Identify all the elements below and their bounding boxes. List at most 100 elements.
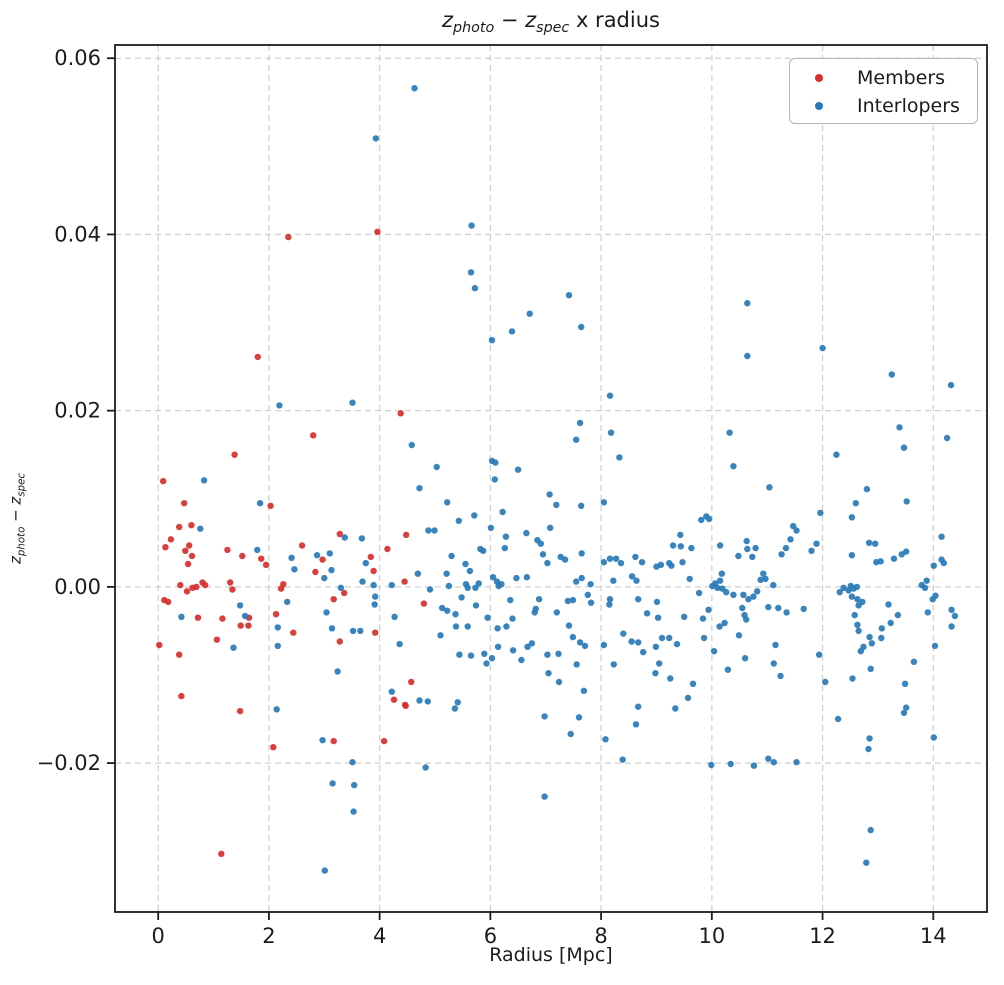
- data-point: [374, 228, 381, 235]
- data-point: [745, 596, 752, 603]
- data-point: [424, 698, 431, 705]
- y-tick-label: 0.04: [54, 222, 101, 246]
- data-point: [573, 436, 580, 443]
- data-point: [468, 222, 475, 229]
- data-point: [326, 550, 333, 557]
- data-point: [868, 640, 875, 647]
- data-point: [578, 502, 585, 509]
- data-point: [900, 444, 908, 451]
- data-point: [643, 610, 651, 617]
- data-point: [587, 599, 595, 606]
- data-point: [610, 661, 617, 668]
- data-point: [350, 808, 357, 815]
- data-point: [337, 584, 345, 591]
- data-point: [700, 634, 708, 642]
- data-point: [403, 531, 410, 539]
- data-point: [878, 634, 885, 642]
- data-point: [766, 484, 773, 491]
- data-point: [754, 588, 761, 595]
- data-point: [219, 615, 226, 622]
- data-point: [938, 533, 945, 540]
- data-point: [290, 629, 297, 636]
- data-point: [730, 591, 737, 598]
- data-point: [890, 555, 898, 562]
- data-point: [793, 527, 800, 534]
- data-point: [437, 632, 444, 639]
- data-point: [408, 678, 415, 686]
- data-point: [165, 598, 172, 606]
- data-point: [176, 651, 183, 658]
- data-point: [931, 642, 939, 650]
- data-point: [507, 596, 514, 604]
- data-point: [471, 512, 478, 519]
- data-point: [834, 715, 842, 723]
- data-point: [494, 643, 502, 650]
- data-point: [188, 522, 195, 529]
- data-point: [716, 542, 724, 549]
- data-point: [445, 582, 453, 590]
- data-point: [464, 623, 471, 630]
- data-point: [681, 613, 688, 620]
- data-point: [561, 556, 569, 563]
- data-point: [467, 652, 475, 659]
- data-point: [896, 424, 903, 431]
- data-point: [267, 502, 274, 509]
- data-point: [854, 596, 861, 603]
- data-point: [723, 589, 730, 596]
- data-point: [245, 622, 252, 629]
- data-point: [730, 463, 737, 470]
- data-point: [757, 576, 764, 583]
- data-point: [752, 544, 759, 552]
- data-point: [466, 567, 474, 575]
- data-point: [184, 560, 192, 568]
- data-point: [452, 611, 459, 618]
- data-point: [620, 630, 627, 637]
- data-point: [448, 552, 455, 560]
- data-point: [638, 559, 646, 566]
- data-point: [740, 591, 747, 598]
- data-point: [777, 672, 784, 680]
- data-point: [553, 609, 560, 616]
- data-point: [635, 596, 642, 603]
- data-point: [472, 584, 479, 591]
- data-point: [760, 570, 767, 577]
- data-point: [710, 648, 718, 655]
- data-point: [765, 755, 772, 762]
- data-point: [628, 638, 635, 645]
- data-point: [372, 629, 379, 636]
- data-point: [724, 666, 732, 673]
- title-z1: z: [442, 8, 454, 32]
- legend-item-interlopers: Interlopers: [790, 92, 977, 120]
- data-point: [186, 542, 193, 549]
- data-point: [565, 622, 573, 629]
- data-point: [705, 515, 713, 523]
- data-point: [744, 300, 751, 307]
- data-point: [272, 611, 280, 618]
- data-point: [414, 570, 421, 577]
- data-point: [851, 611, 858, 619]
- data-point: [765, 603, 772, 611]
- y-tick-label: 0.00: [54, 575, 101, 599]
- data-point: [708, 761, 715, 769]
- data-point: [657, 561, 665, 568]
- data-point: [197, 525, 204, 532]
- data-point: [656, 660, 663, 667]
- data-point: [878, 625, 885, 632]
- data-point: [288, 554, 295, 561]
- data-point: [930, 734, 937, 741]
- data-point: [388, 688, 395, 695]
- legend-label-interlopers: Interlopers: [857, 95, 960, 117]
- data-point: [854, 621, 861, 628]
- data-point: [328, 566, 335, 574]
- data-point: [544, 651, 551, 658]
- data-point: [569, 633, 577, 641]
- data-point: [539, 551, 547, 558]
- data-point: [787, 536, 794, 543]
- data-point: [285, 233, 292, 241]
- data-point: [778, 551, 785, 558]
- x-tick-label: 4: [373, 924, 386, 948]
- data-point: [576, 419, 584, 427]
- data-point: [744, 352, 751, 360]
- data-point: [270, 744, 277, 751]
- data-point: [367, 553, 374, 561]
